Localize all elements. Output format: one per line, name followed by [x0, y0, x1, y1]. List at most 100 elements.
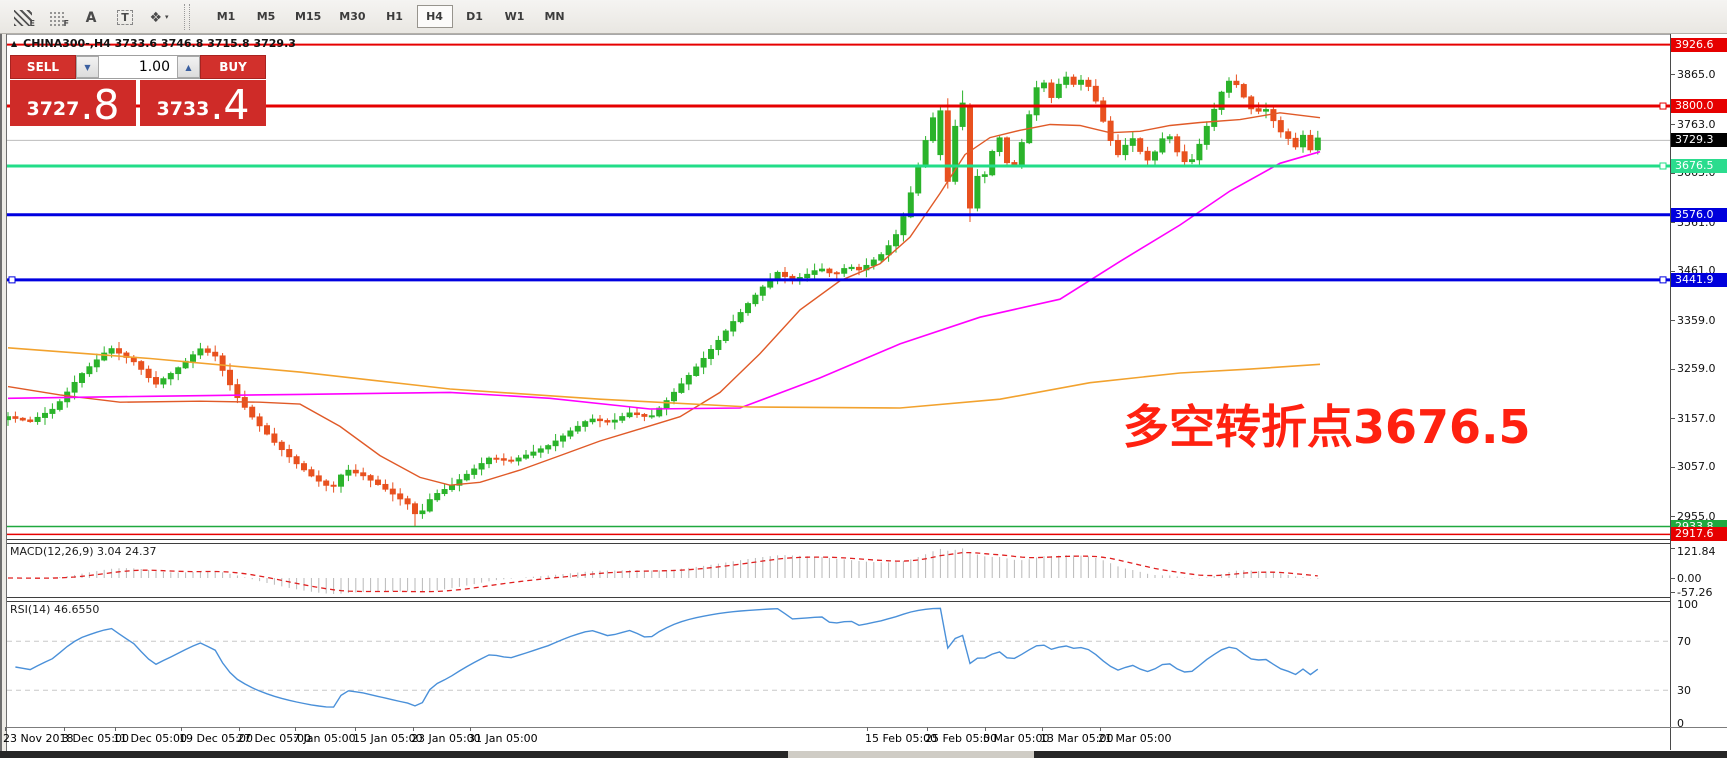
price-tick-mark	[1670, 270, 1675, 272]
rsi-tick-label: 70	[1677, 634, 1691, 648]
timeframe-button-m30[interactable]: M30	[339, 10, 366, 23]
main-macd-separator[interactable]	[0, 539, 1670, 544]
drawing-tools-group: E F A T ❖ ▾	[8, 5, 178, 29]
one-click-trade-panel: SELL ▼ 1.00 ▲ BUY 3727 .8 3733 .4	[10, 55, 266, 126]
date-label: 25 Feb 05:00	[925, 732, 998, 745]
arrow-style-dropdown-icon[interactable]: ❖ ▾	[149, 9, 169, 26]
volume-decrease-button[interactable]: ▼	[76, 56, 99, 78]
window-left-frame	[0, 33, 7, 751]
date-tick-mark	[239, 727, 240, 731]
date-label: 23 Jan 05:00	[411, 732, 481, 745]
grid-f-tool-icon[interactable]: F	[42, 5, 72, 29]
rsi-label: RSI(14) 46.6550	[10, 603, 100, 616]
date-label: 5 Mar 05:00	[983, 732, 1050, 745]
macd-tick-mark	[1670, 548, 1675, 549]
price-tick-mark	[1670, 516, 1675, 518]
price-badge-3926.6: 3926.6	[1671, 37, 1727, 52]
timeframe-button-d1[interactable]: D1	[466, 10, 483, 23]
sell-price-main: 3727	[26, 98, 80, 120]
price-tick-mark	[1670, 74, 1675, 76]
sell-price-box[interactable]: 3727 .8	[10, 80, 136, 126]
chart-title-text: CHINA300-,H4 3733.6 3746.8 3715.8 3729.3	[23, 37, 296, 50]
date-label: 31 Jan 05:00	[468, 732, 538, 745]
macd-rsi-separator[interactable]	[0, 597, 1670, 602]
price-tick-mark	[1670, 320, 1675, 322]
chart-text-annotation[interactable]: 多空转折点3676.5	[1123, 400, 1531, 454]
rsi-tick-label: 30	[1677, 683, 1691, 697]
trade-panel-price-row: 3727 .8 3733 .4	[10, 80, 266, 126]
price-tick-mark	[1670, 418, 1675, 420]
date-tick-mark	[470, 727, 471, 731]
price-tick-label: 3057.0	[1677, 460, 1716, 474]
price-tick-mark	[1670, 124, 1675, 125]
volume-increase-button[interactable]: ▲	[177, 56, 200, 78]
price-tick-label: 3359.0	[1677, 313, 1716, 327]
date-label: 3 Dec 05:00	[62, 732, 129, 745]
timeframe-button-h1[interactable]: H1	[386, 10, 403, 23]
price-badge-3441.9: 3441.9	[1671, 272, 1727, 287]
timeframe-button-m15[interactable]: M15	[295, 10, 322, 23]
macd-tick-label: 0.00	[1677, 571, 1702, 585]
rsi-tick-label: 0	[1677, 717, 1684, 730]
macd-label: MACD(12,26,9) 3.04 24.37	[10, 545, 157, 558]
date-tick-mark	[295, 727, 296, 731]
date-label: 7 Jan 05:00	[293, 732, 356, 745]
price-tick-label: 3865.0	[1677, 67, 1716, 81]
price-badge-3576.0: 3576.0	[1671, 207, 1727, 222]
timeframe-buttons-group: M1 M5 M15 M30 H1 H4 D1 W1 MN	[206, 5, 575, 28]
buy-price-pips: .4	[210, 81, 250, 130]
price-badge-3676.5: 3676.5	[1671, 158, 1727, 173]
sell-button[interactable]: SELL	[10, 55, 76, 79]
price-tick-label: 2955.0	[1677, 509, 1716, 523]
trade-panel-top-row: SELL ▼ 1.00 ▲ BUY	[10, 55, 266, 79]
timeframe-button-w1[interactable]: W1	[504, 10, 525, 23]
ma-fast-line	[7, 112, 1321, 486]
date-tick-mark	[5, 727, 6, 731]
text-box-tool-icon[interactable]: T	[110, 5, 140, 29]
date-label: 23 Nov 2018	[3, 732, 74, 745]
date-label: 19 Dec 05:00	[179, 732, 253, 745]
macd-tick-mark	[1670, 578, 1675, 579]
timeframe-button-m5[interactable]: M5	[256, 10, 276, 23]
ma-slow-line	[7, 347, 1321, 409]
price-axis[interactable]	[1670, 34, 1727, 750]
date-tick-mark	[64, 727, 65, 731]
price-tick-mark	[1670, 222, 1675, 224]
ma-mid-line	[7, 150, 1321, 410]
date-label: 13 Mar 05:00	[1040, 732, 1114, 745]
date-label: 21 Mar 05:00	[1098, 732, 1172, 745]
horizontal-level-lines[interactable]	[7, 43, 1670, 536]
price-tick-mark	[1670, 466, 1675, 468]
date-tick-mark	[413, 727, 414, 731]
text-label-tool-icon[interactable]: A	[85, 9, 97, 26]
symbol-collapse-icon[interactable]: ▲	[11, 39, 18, 48]
price-badge-2917.6: 2917.6	[1671, 527, 1727, 542]
rsi-line	[15, 607, 1319, 708]
date-label: 15 Jan 05:00	[353, 732, 423, 745]
date-tick-mark	[1100, 727, 1101, 731]
buy-button[interactable]: BUY	[200, 55, 266, 79]
macd-tick-label: -57.26	[1677, 585, 1713, 599]
date-tick-mark	[115, 727, 116, 731]
hatch-e-tool-icon[interactable]: E	[8, 5, 38, 29]
date-tick-mark	[181, 727, 182, 731]
price-badge-3800.0: 3800.0	[1671, 99, 1727, 114]
date-label: 11 Dec 05:00	[113, 732, 187, 745]
date-tick-mark	[927, 727, 928, 731]
rsi-tick-label: 100	[1677, 597, 1698, 611]
price-tick-mark	[1670, 368, 1675, 370]
buy-price-main: 3733	[156, 98, 210, 120]
timeframe-button-h4[interactable]: H4	[416, 5, 453, 28]
toolbar-separator	[184, 3, 190, 30]
volume-input[interactable]: 1.00	[99, 56, 177, 78]
toolbar: E F A T ❖ ▾ M1 M5 M15 M30 H1 H4 D1 W1 MN	[0, 0, 1727, 34]
buy-price-box[interactable]: 3733 .4	[140, 80, 266, 126]
timeframe-button-m1[interactable]: M1	[216, 10, 236, 23]
chart-title: ▲ CHINA300-,H4 3733.6 3746.8 3715.8 3729…	[11, 37, 296, 50]
date-tick-mark	[867, 727, 868, 731]
price-tick-mark	[1670, 172, 1675, 174]
bottom-window-bar-gap	[788, 751, 1034, 758]
timeframe-button-mn[interactable]: MN	[544, 10, 565, 23]
macd-signal-line	[8, 551, 1318, 593]
